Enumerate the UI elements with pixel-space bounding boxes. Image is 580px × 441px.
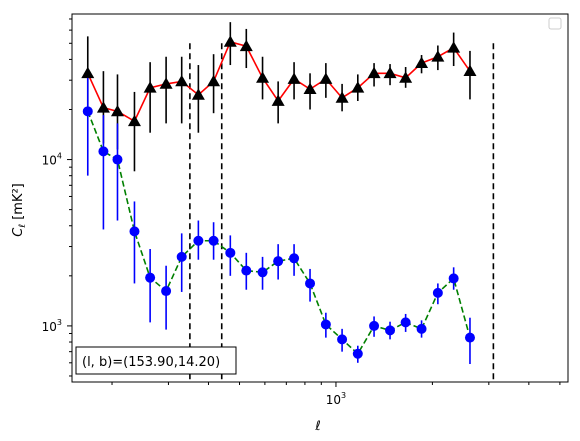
data-point-triangle xyxy=(223,35,237,47)
data-point-circle xyxy=(385,325,396,336)
data-point-triangle xyxy=(271,94,285,106)
data-point-triangle xyxy=(431,50,445,62)
data-point-triangle xyxy=(159,77,173,89)
data-point-triangle xyxy=(256,71,270,83)
data-point-triangle xyxy=(351,81,365,93)
data-point-triangle xyxy=(463,64,477,77)
y-tick-label: 103 xyxy=(42,318,62,334)
data-point-triangle xyxy=(415,56,429,68)
annotation-box: (l, b)=(153.90,14.20) xyxy=(75,346,237,375)
data-point-circle xyxy=(129,226,140,237)
data-point-triangle xyxy=(239,39,253,52)
data-point-triangle xyxy=(81,66,95,79)
data-point-circle xyxy=(337,334,348,345)
data-point-triangle xyxy=(383,66,397,79)
data-point-circle xyxy=(464,332,475,343)
data-point-circle xyxy=(161,286,172,297)
data-point-triangle xyxy=(319,72,333,84)
data-point-circle xyxy=(416,323,427,334)
legend-box xyxy=(548,17,562,30)
data-point-triangle xyxy=(447,41,461,53)
data-point-circle xyxy=(273,256,284,267)
annotation-text: (l, b)=(153.90,14.20) xyxy=(82,355,220,370)
data-point-circle xyxy=(320,319,331,330)
data-point-triangle xyxy=(96,101,110,113)
data-point-circle xyxy=(193,235,204,246)
plot-area xyxy=(72,14,568,382)
data-point-triangle xyxy=(303,82,317,95)
y-tick-label: 104 xyxy=(42,152,62,168)
data-point-circle xyxy=(225,247,236,258)
data-point-circle xyxy=(400,317,411,328)
data-point-circle xyxy=(305,278,316,289)
data-point-circle xyxy=(257,267,268,278)
y-axis-label: Cℓ [mK²] xyxy=(11,183,28,236)
data-point-triangle xyxy=(367,66,381,79)
x-axis-label: ℓ xyxy=(314,419,320,434)
data-point-circle xyxy=(432,287,443,298)
data-point-triangle xyxy=(207,74,221,87)
data-point-circle xyxy=(289,253,300,264)
data-point-triangle xyxy=(175,74,189,87)
data-point-circle xyxy=(145,272,156,283)
data-point-circle xyxy=(176,251,187,262)
plot-frame xyxy=(71,13,569,383)
data-point-circle xyxy=(241,265,252,276)
data-point-triangle xyxy=(110,104,124,117)
data-point-triangle xyxy=(143,81,157,93)
x-tick-label: 103 xyxy=(326,391,346,407)
data-point-circle xyxy=(112,154,123,165)
data-point-triangle xyxy=(127,114,141,127)
data-point-circle xyxy=(208,235,219,246)
data-point-triangle xyxy=(399,71,413,83)
data-point-circle xyxy=(369,320,380,331)
data-point-circle xyxy=(98,146,109,157)
data-point-triangle xyxy=(287,72,301,84)
data-point-circle xyxy=(82,106,93,117)
data-point-circle xyxy=(448,273,459,284)
data-point-circle xyxy=(352,348,363,359)
data-point-triangle xyxy=(335,91,349,103)
data-point-triangle xyxy=(191,88,205,100)
